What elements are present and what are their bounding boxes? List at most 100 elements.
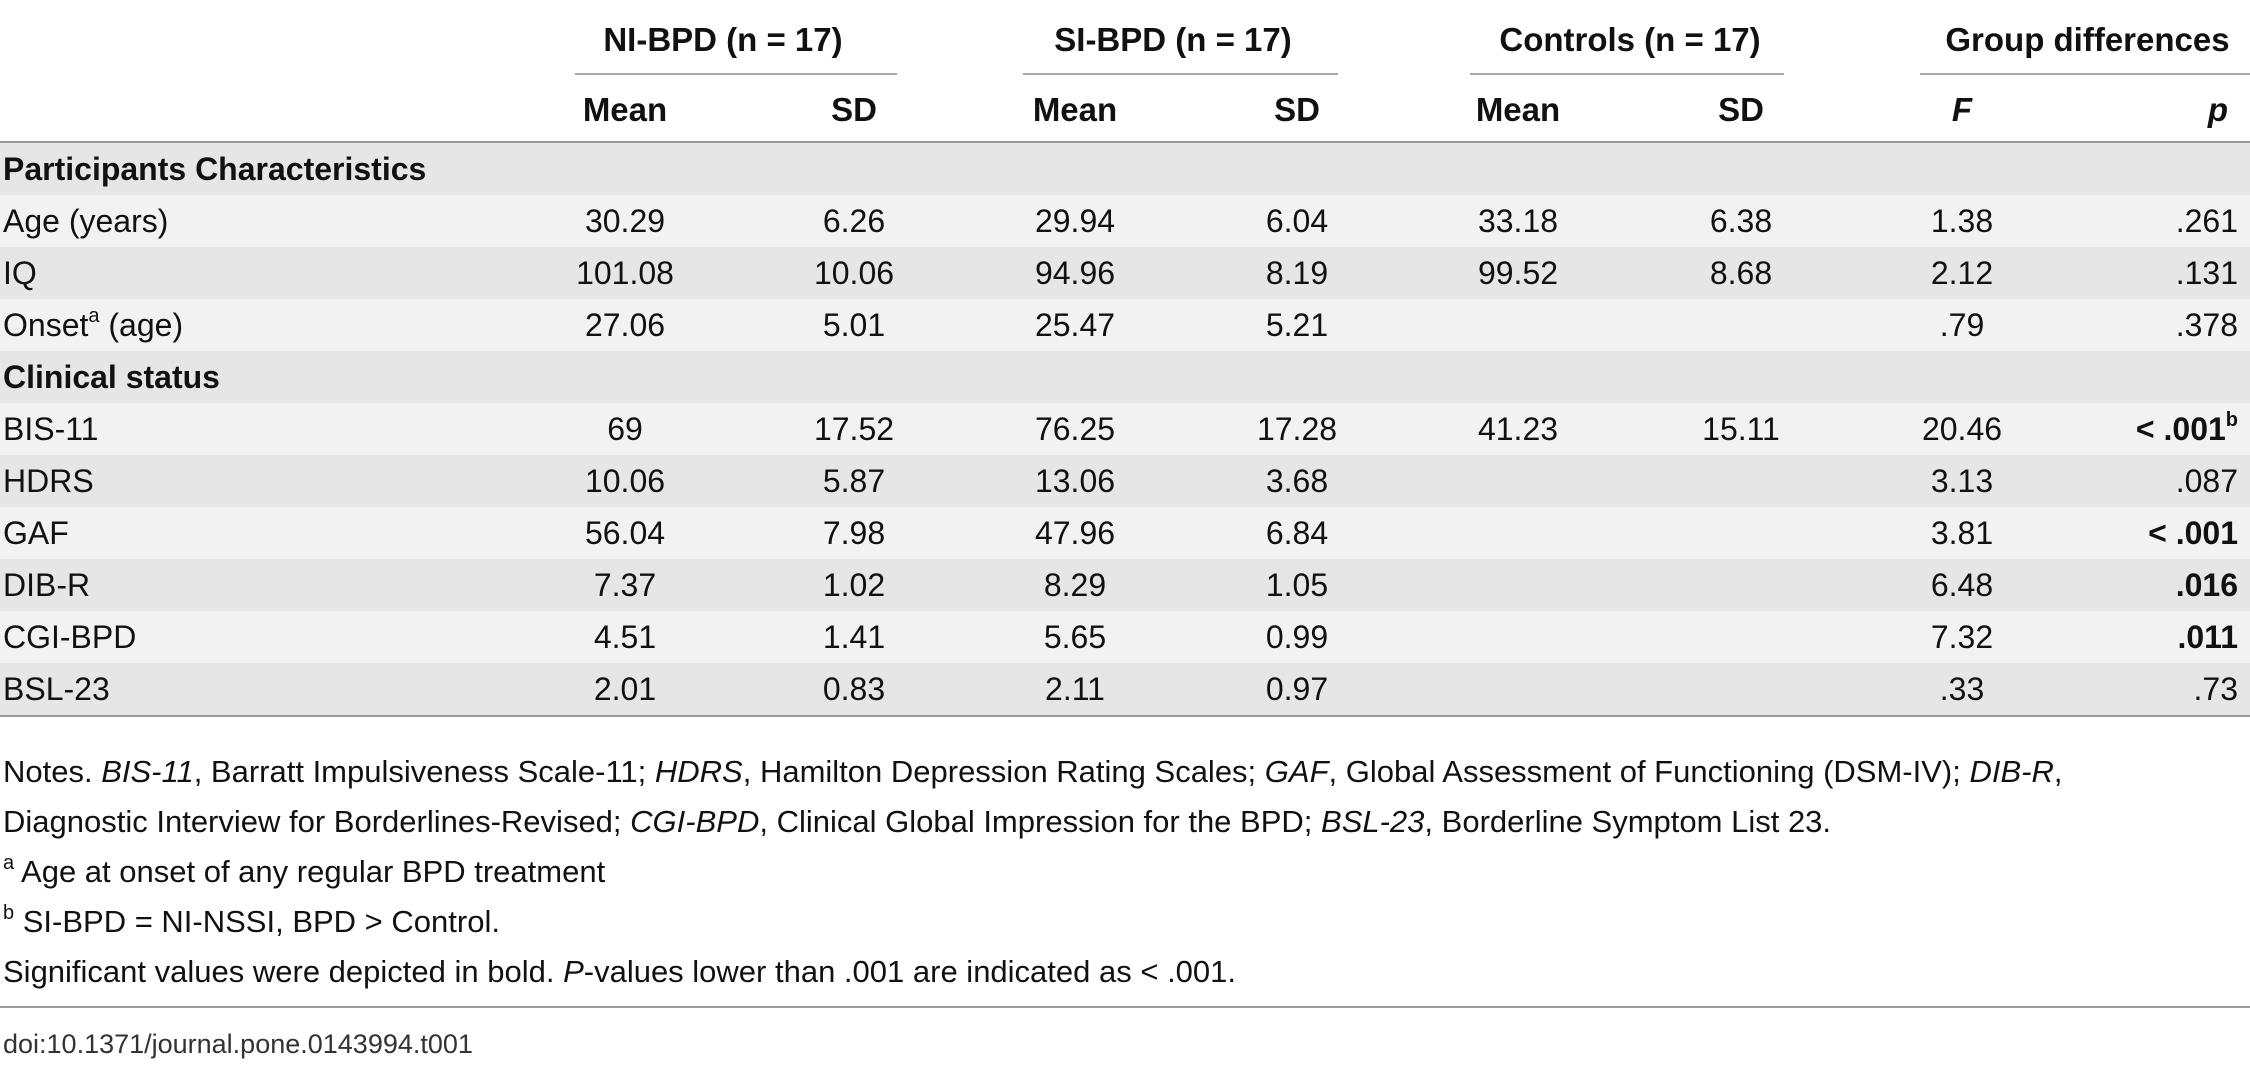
abbr-cgi: CGI-BPD [630, 804, 760, 839]
group-underline-ni-bpd [575, 73, 897, 75]
cell-sd-si: 0.97 [1265, 671, 1329, 707]
row-band-iq [0, 247, 2250, 299]
subheader-mean-si: Mean [1032, 91, 1118, 128]
subheader-sd-ni: SD [831, 91, 877, 128]
cell-f: .33 [1939, 671, 1985, 707]
row-label-text: BSL-23 [3, 671, 110, 707]
cell-sd-controls [1641, 663, 1841, 715]
row-band-dibr [0, 559, 2250, 611]
cell-p: .011 [2018, 611, 2238, 663]
row-label-text: Age (years) [3, 203, 169, 239]
cell-mean-ni: 2.01 [593, 671, 657, 707]
section-band-participants [0, 143, 2250, 195]
cell-sd-controls [1641, 507, 1841, 559]
row-label: HDRS [3, 455, 94, 507]
cell-f: 2.12 [1930, 255, 1994, 291]
row-band-cgi [0, 611, 2250, 663]
cell-sd-controls: 15.11 [1702, 411, 1780, 447]
cell-p: < .001b [2018, 403, 2238, 455]
cell-mean-controls: 33.18 [1477, 203, 1559, 239]
cell-p-footnote-mark: b [2225, 409, 2238, 432]
cell-mean-ni: 101.08 [576, 255, 674, 291]
subheader-mean-ni: Mean [582, 91, 668, 128]
significance-p: P [563, 954, 584, 989]
row-band-bis [0, 403, 2250, 455]
cell-sd-controls: 6.38 [1709, 203, 1773, 239]
cell-p-value: .73 [2193, 671, 2238, 707]
cell-f: 20.46 [1921, 411, 2003, 447]
cell-mean-ni: 7.37 [593, 567, 657, 603]
row-label-text: Onset [3, 307, 89, 343]
group-underline-si-bpd [1023, 73, 1338, 75]
significance-after: -values lower than .001 are indicated as… [583, 954, 1237, 989]
cell-sd-si: 17.28 [1256, 411, 1338, 447]
cell-sd-ni: 17.52 [813, 411, 895, 447]
cell-mean-ni: 27.06 [584, 307, 666, 343]
cell-sd-controls: 8.68 [1709, 255, 1773, 291]
cell-mean-ni: 56.04 [584, 515, 666, 551]
footnote-b: b SI-BPD = NI-NSSI, BPD > Control. [3, 898, 2243, 946]
cell-p-value: .016 [2175, 567, 2238, 603]
cell-f: 3.81 [1930, 515, 1994, 551]
cell-mean-controls [1418, 507, 1618, 559]
row-label: IQ [3, 247, 37, 299]
row-label: CGI-BPD [3, 611, 136, 663]
cell-p-value: .131 [2175, 255, 2238, 291]
abbr-dibr-def: Diagnostic Interview for Borderlines-Rev… [3, 804, 631, 839]
cell-mean-ni: 4.51 [593, 619, 657, 655]
cell-p-value: .087 [2175, 463, 2238, 499]
cell-mean-si: 8.29 [1043, 567, 1107, 603]
row-label: BIS-11 [3, 403, 98, 455]
header-rule [0, 141, 2250, 143]
cell-mean-si: 2.11 [1045, 671, 1105, 707]
abbr-gaf-def: , Global Assessment of Functioning (DSM-… [1328, 754, 1970, 789]
cell-sd-si: 5.21 [1265, 307, 1329, 343]
cell-sd-ni: 6.26 [822, 203, 886, 239]
subheader-sd-si: SD [1274, 91, 1320, 128]
cell-p: .087 [2018, 455, 2238, 507]
cell-mean-ni: 30.29 [584, 203, 666, 239]
abbr-cgi-def: , Clinical Global Impression for the BPD… [759, 804, 1322, 839]
doi-link[interactable]: doi:10.1371/journal.pone.0143994.t001 [3, 1029, 473, 1059]
row-band-age [0, 195, 2250, 247]
header-group-si-bpd: SI-BPD (n = 17) [1054, 21, 1292, 58]
cell-sd-ni: 0.83 [822, 671, 886, 707]
group-underline-differences [1920, 73, 2250, 75]
row-band-onset [0, 299, 2250, 351]
cell-sd-controls [1641, 299, 1841, 351]
cell-mean-si: 25.47 [1034, 307, 1116, 343]
row-label-text: CGI-BPD [3, 619, 137, 655]
row-label-text: HDRS [3, 463, 94, 499]
abbr-gaf: GAF [1264, 754, 1329, 789]
cell-sd-controls [1641, 559, 1841, 611]
row-label: BSL-23 [3, 663, 110, 715]
cell-p: .016 [2018, 559, 2238, 611]
abbr-bis: BIS-11 [101, 754, 194, 789]
subheader-mean-controls: Mean [1475, 91, 1561, 128]
group-underline-controls [1470, 73, 1784, 75]
cell-sd-ni: 7.98 [822, 515, 886, 551]
abbr-bsl: BSL-23 [1321, 804, 1425, 839]
cell-f: 6.48 [1930, 567, 1994, 603]
cell-p: .378 [2018, 299, 2238, 351]
row-label: Age (years) [3, 195, 168, 247]
row-label-suffix: (age) [99, 307, 184, 343]
abbr-dibr-sep: , [2053, 754, 2063, 789]
row-label: Onseta (age) [3, 299, 183, 351]
cell-sd-ni: 5.87 [822, 463, 886, 499]
footnote-a-mark: a [3, 851, 15, 874]
cell-mean-ni: 69 [607, 411, 643, 447]
significance-note: Significant values were depicted in bold… [3, 948, 2243, 996]
cell-sd-si: 3.68 [1265, 463, 1329, 499]
cell-mean-controls [1418, 611, 1618, 663]
cell-mean-si: 13.06 [1034, 463, 1116, 499]
footnote-a-text: Age at onset of any regular BPD treatmen… [14, 854, 606, 889]
footnote-b-text: SI-BPD = NI-NSSI, BPD > Control. [14, 904, 500, 939]
cell-p-value: .378 [2175, 307, 2238, 343]
subheader-p: p [2207, 91, 2228, 128]
abbr-bsl-def: , Borderline Symptom List 23. [1424, 804, 1832, 839]
cell-mean-si: 94.96 [1034, 255, 1116, 291]
section-title-clinical: Clinical status [3, 359, 220, 395]
row-label-text: GAF [3, 515, 69, 551]
cell-sd-si: 8.19 [1265, 255, 1329, 291]
